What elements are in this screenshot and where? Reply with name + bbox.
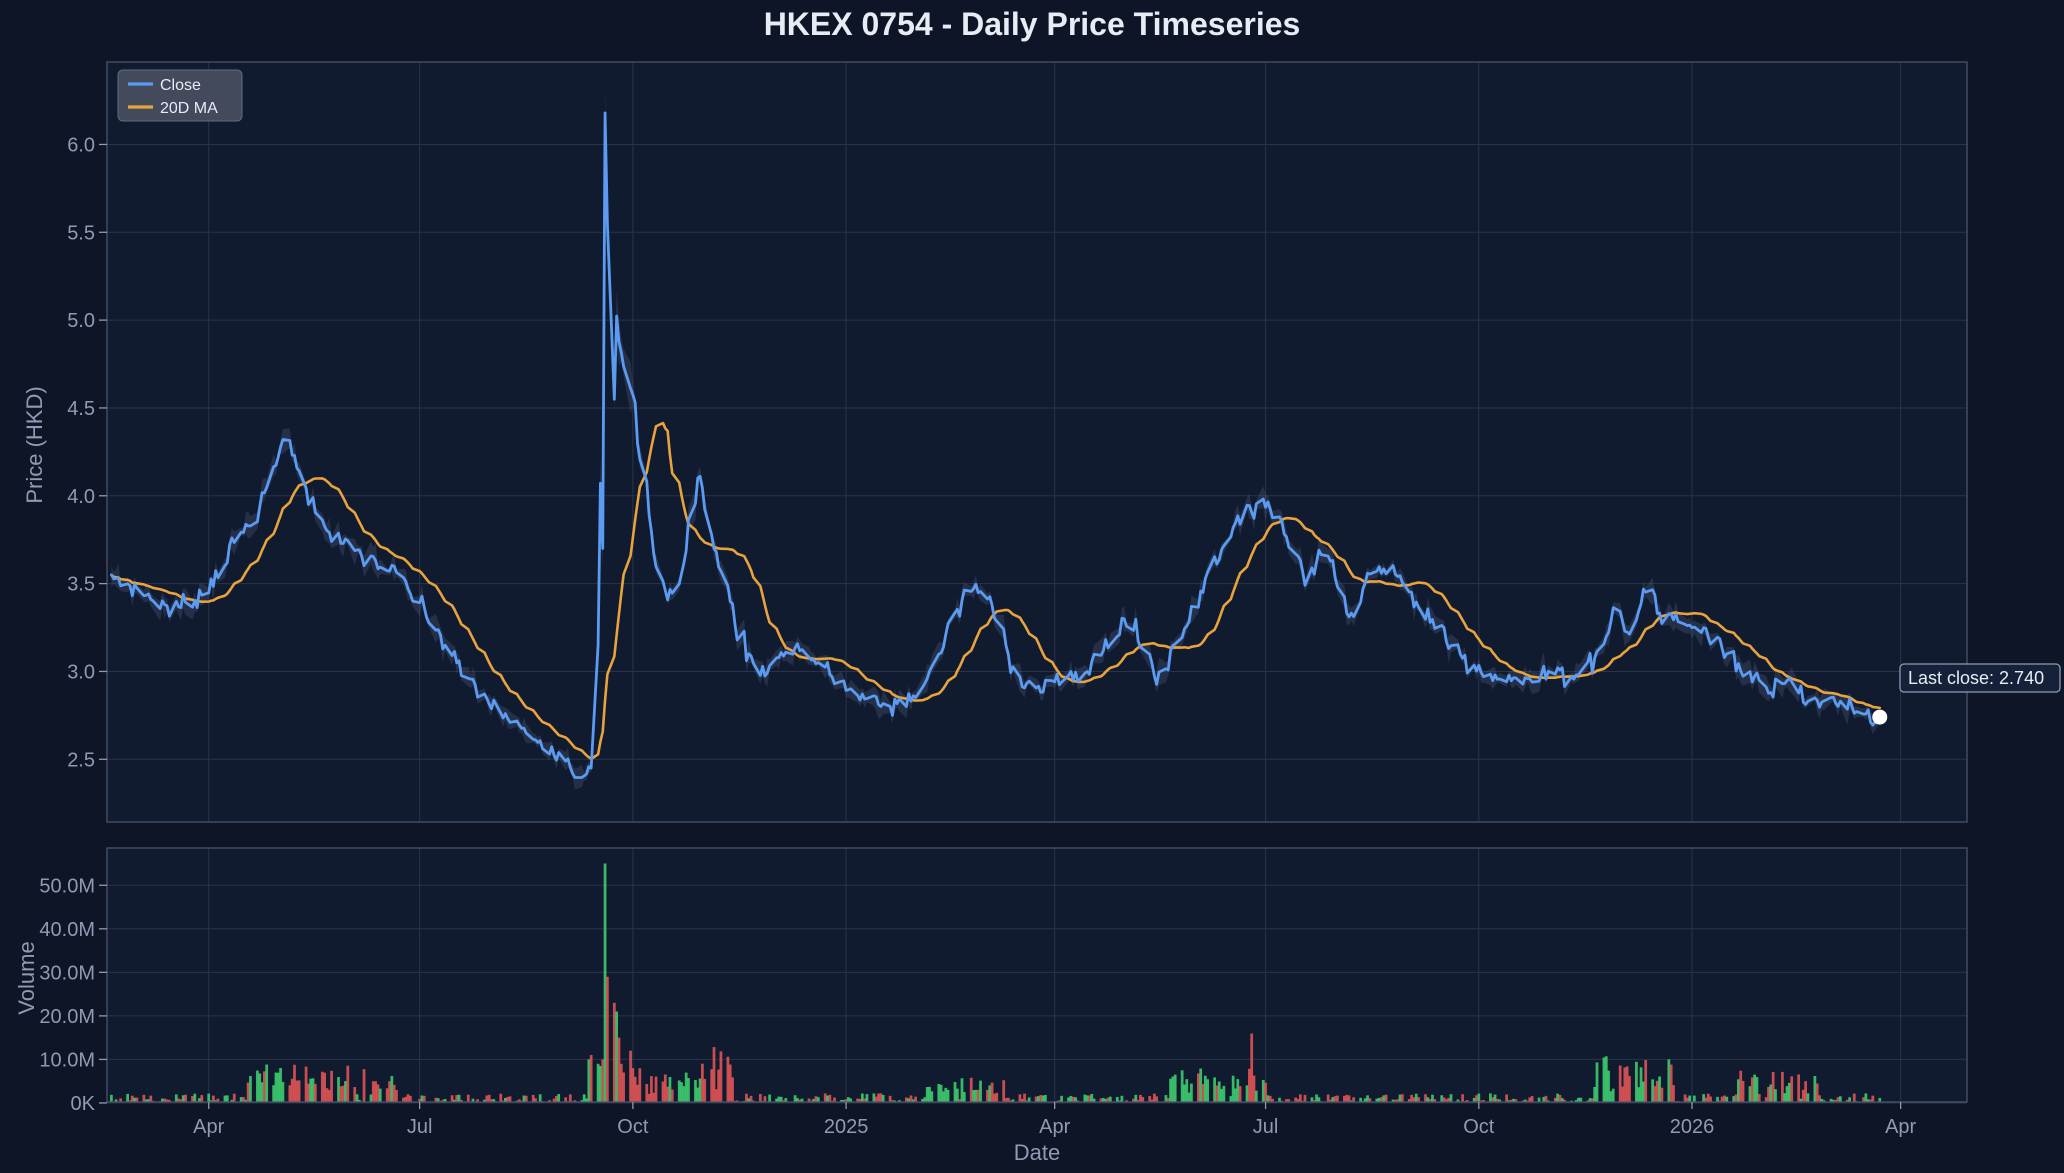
svg-text:0K: 0K	[71, 1093, 96, 1115]
svg-text:Apr: Apr	[1885, 1116, 1916, 1138]
svg-text:Volume: Volume	[14, 941, 39, 1014]
svg-text:2025: 2025	[824, 1116, 869, 1138]
svg-text:Date: Date	[1014, 1140, 1060, 1165]
svg-text:2026: 2026	[1670, 1116, 1715, 1138]
svg-text:4.5: 4.5	[67, 398, 95, 420]
svg-text:4.0: 4.0	[67, 486, 95, 508]
svg-text:20.0M: 20.0M	[39, 1006, 95, 1028]
svg-text:6.0: 6.0	[67, 134, 95, 156]
svg-text:Close: Close	[160, 77, 201, 94]
svg-text:Oct: Oct	[1463, 1116, 1495, 1138]
svg-text:Apr: Apr	[193, 1116, 224, 1138]
svg-text:Jul: Jul	[1253, 1116, 1279, 1138]
svg-text:Price (HKD): Price (HKD)	[22, 386, 47, 503]
svg-text:2.5: 2.5	[67, 749, 95, 771]
svg-text:Oct: Oct	[617, 1116, 649, 1138]
svg-text:5.5: 5.5	[67, 222, 95, 244]
svg-text:Jul: Jul	[407, 1116, 433, 1138]
svg-text:20D MA: 20D MA	[160, 100, 218, 117]
svg-text:10.0M: 10.0M	[39, 1049, 95, 1071]
svg-text:Last close: 2.740: Last close: 2.740	[1908, 668, 2044, 688]
svg-text:3.0: 3.0	[67, 661, 95, 683]
svg-text:30.0M: 30.0M	[39, 962, 95, 984]
svg-text:40.0M: 40.0M	[39, 919, 95, 941]
svg-text:50.0M: 50.0M	[39, 875, 95, 897]
svg-text:5.0: 5.0	[67, 310, 95, 332]
svg-text:Apr: Apr	[1039, 1116, 1070, 1138]
svg-text:3.5: 3.5	[67, 574, 95, 596]
